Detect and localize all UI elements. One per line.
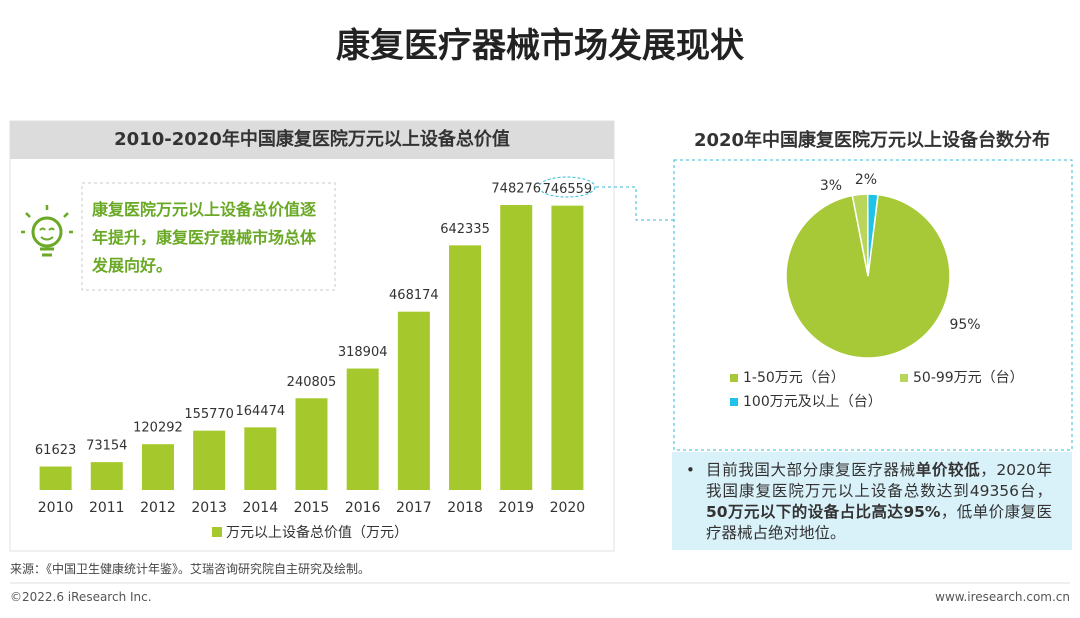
website: www.iresearch.com.cn — [935, 590, 1070, 604]
page-title: 康复医疗器械市场发展现状 — [336, 26, 744, 66]
bar-chart-title: 2010-2020年中国康复医院万元以上设备总价值 — [10, 121, 614, 159]
x-tick-label: 2015 — [294, 500, 330, 516]
source: 来源：《中国卫生健康统计年鉴》。艾瑞咨询研究院自主研究及绘制。 — [10, 562, 371, 576]
value-label: 61623 — [35, 443, 76, 458]
legend-swatch — [730, 398, 738, 406]
legend-swatch — [212, 527, 222, 537]
bar — [397, 311, 430, 490]
bar — [449, 245, 482, 490]
bar — [39, 466, 72, 490]
value-label: 240805 — [287, 375, 337, 390]
connector — [596, 186, 674, 221]
callout-box — [81, 182, 336, 291]
copyright: ©2022.6 iResearch Inc. — [10, 590, 152, 604]
note-segment: 单价较低 — [915, 461, 981, 479]
value-label: 164474 — [235, 404, 285, 419]
x-tick-label: 2017 — [396, 500, 432, 516]
bar — [295, 398, 328, 490]
x-tick-label: 2018 — [447, 500, 483, 516]
note-segment: 目前我国大部分康复医疗器械 — [706, 461, 916, 479]
legend-swatch — [900, 374, 908, 382]
callout-text: 康复医院万元以上设备总价值逐年提升，康复医疗器械市场总体发展向好。 — [92, 200, 317, 275]
value-label: 746559 — [543, 182, 593, 197]
bar — [244, 427, 277, 490]
highlight-ellipse — [538, 176, 596, 198]
x-tick-label: 2019 — [498, 500, 534, 516]
x-tick-label: 2012 — [140, 500, 176, 516]
bar — [90, 462, 123, 490]
note-text: 目前我国大部分康复医疗器械单价较低，2020年我国康复医院万元以上设备总数达到4… — [706, 460, 1052, 544]
value-label: 155770 — [184, 407, 234, 422]
pie-label: 95% — [949, 317, 980, 333]
pie-slice — [785, 193, 951, 359]
pie-chart-title: 2020年中国康复医院万元以上设备台数分布 — [693, 130, 1051, 151]
legend-label: 万元以上设备总价值（万元） — [226, 524, 408, 541]
value-label: 73154 — [86, 439, 127, 454]
note-segment: ，低单价康复医疗器械占绝对地位。 — [706, 503, 1052, 542]
value-label: 748276 — [491, 182, 541, 197]
x-tick-label: 2010 — [38, 500, 74, 516]
bar — [346, 368, 379, 490]
note-segment: 50万元以下的设备占比高达95% — [706, 503, 941, 521]
x-tick-label: 2020 — [550, 500, 586, 516]
bar — [193, 430, 226, 490]
x-tick-label: 2013 — [191, 500, 227, 516]
note-segment: ，2020年我国康复医院万元以上设备总数达到49356台， — [706, 461, 1052, 500]
legend-label: 100万元及以上（台） — [743, 394, 882, 410]
pie-label: 2% — [855, 172, 877, 188]
pie-slice — [866, 193, 879, 277]
legend-label: 50-99万元（台） — [913, 370, 1024, 386]
x-tick-label: 2016 — [345, 500, 381, 516]
pie-box — [673, 159, 1073, 451]
value-label: 318904 — [338, 345, 388, 360]
legend-swatch — [730, 374, 738, 382]
x-tick-label: 2014 — [242, 500, 278, 516]
lightbulb-icon — [21, 205, 73, 257]
value-label: 120292 — [133, 421, 183, 436]
bar — [500, 205, 533, 490]
pie-label: 3% — [820, 178, 842, 194]
note-box: • 目前我国大部分康复医疗器械单价较低，2020年我国康复医院万元以上设备总数达… — [672, 452, 1072, 550]
legend-label: 1-50万元（台） — [743, 370, 845, 386]
value-label: 642335 — [440, 222, 490, 237]
bar — [551, 205, 584, 490]
value-label: 468174 — [389, 288, 439, 303]
bar — [141, 444, 174, 490]
x-tick-label: 2011 — [89, 500, 125, 516]
bullet: • — [686, 461, 695, 479]
